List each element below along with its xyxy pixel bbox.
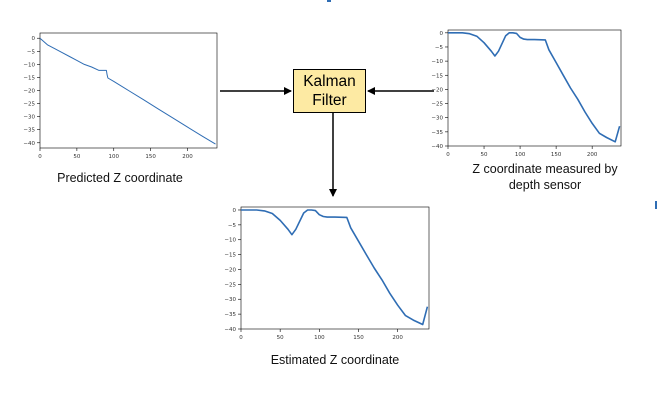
estimated-axes-frame xyxy=(240,206,430,330)
estimated-z-plot: 0 50 100 150 200 0 −5 −10 −15 −20 −25 −30 −35 −40 xyxy=(220,201,432,341)
measured-ytick-label: −30 xyxy=(431,116,443,122)
estimated-ytick-label: −5 xyxy=(228,223,237,229)
measured-ytick-label: −35 xyxy=(431,130,443,136)
predicted-xtick-label: 150 xyxy=(145,154,156,160)
measured-ytick-label: 0 xyxy=(440,31,444,37)
measured-caption-line2: depth sensor xyxy=(508,178,582,192)
stray-mark-top xyxy=(327,0,331,2)
predicted-series-line xyxy=(39,37,216,145)
stray-mark-right xyxy=(655,201,657,209)
estimated-ytick-label: −40 xyxy=(224,327,236,333)
measured-ytick-label: −40 xyxy=(431,144,443,150)
predicted-xtick-label: 0 xyxy=(38,154,42,160)
measured-caption-line1: Z coordinate measured by xyxy=(472,162,618,176)
estimated-ytick-label: −10 xyxy=(224,238,236,244)
measured-ytick-label: −5 xyxy=(435,45,444,51)
measured-series-line xyxy=(448,32,621,143)
estimated-xtick-label: 0 xyxy=(239,335,243,341)
estimated-xtick-label: 50 xyxy=(277,335,284,341)
predicted-ytick-label: −40 xyxy=(23,141,35,147)
estimated-series-line xyxy=(241,209,429,326)
kalman-filter-box: Kalman Filter xyxy=(293,69,366,113)
estimated-xtick-label: 200 xyxy=(392,335,403,341)
estimated-ytick-label: −25 xyxy=(224,282,236,288)
predicted-xtick-label: 50 xyxy=(73,154,80,160)
measured-caption: Z coordinate measured by depth sensor xyxy=(454,161,636,193)
predicted-ytick-label: −20 xyxy=(23,89,35,95)
estimated-ytick-label: 0 xyxy=(233,208,237,214)
measured-ytick-label: −25 xyxy=(431,102,443,108)
predicted-caption: Predicted Z coordinate xyxy=(40,170,200,186)
measured-z-chart: 0 50 100 150 200 0 −5 −10 −15 −20 −25 −30 −35 −40 xyxy=(431,29,622,158)
predicted-ytick-label: −35 xyxy=(23,128,35,134)
measured-ytick-label: −15 xyxy=(431,73,443,79)
predicted-z-chart: 0 50 100 150 200 0 −5 −10 −15 −20 −25 −30 −35 −40 xyxy=(23,32,218,160)
predicted-ytick-label: −10 xyxy=(23,62,35,68)
estimated-z-chart: 0 50 100 150 200 0 −5 −10 −15 −20 −25 −30 −35 −40 xyxy=(224,206,430,341)
measured-axes-frame xyxy=(447,29,622,147)
estimated-ytick-label: −20 xyxy=(224,267,236,273)
predicted-ytick-label: −15 xyxy=(23,75,35,81)
estimated-ytick-label: −30 xyxy=(224,297,236,303)
predicted-caption-text: Predicted Z coordinate xyxy=(57,171,183,185)
estimated-ytick-label: −35 xyxy=(224,312,236,318)
estimated-xtick-label: 100 xyxy=(314,335,325,341)
measured-ytick-label: −20 xyxy=(431,87,443,93)
estimated-ytick-label: −15 xyxy=(224,253,236,259)
estimated-caption-text: Estimated Z coordinate xyxy=(270,353,400,367)
kalman-filter-label: Kalman Filter xyxy=(303,73,356,109)
estimated-xtick-label: 150 xyxy=(353,335,364,341)
predicted-ytick-label: −5 xyxy=(27,49,36,55)
measured-xtick-label: 0 xyxy=(446,152,450,158)
predicted-z-plot: 0 50 100 150 200 0 −5 −10 −15 −20 −25 −30 −35 −40 xyxy=(20,28,220,163)
measured-ytick-label: −10 xyxy=(431,59,443,65)
measured-xtick-label: 150 xyxy=(551,152,562,158)
predicted-ytick-label: 0 xyxy=(32,36,36,42)
predicted-ytick-label: −25 xyxy=(23,102,35,108)
predicted-xtick-label: 100 xyxy=(109,154,120,160)
estimated-caption: Estimated Z coordinate xyxy=(250,352,420,368)
measured-xtick-label: 100 xyxy=(515,152,526,158)
measured-xtick-label: 50 xyxy=(481,152,488,158)
predicted-ytick-label: −30 xyxy=(23,115,35,121)
predicted-xtick-label: 200 xyxy=(182,154,193,160)
measured-xtick-label: 200 xyxy=(587,152,598,158)
measured-z-plot: 0 50 100 150 200 0 −5 −10 −15 −20 −25 −30 −35 −40 xyxy=(424,26,624,158)
